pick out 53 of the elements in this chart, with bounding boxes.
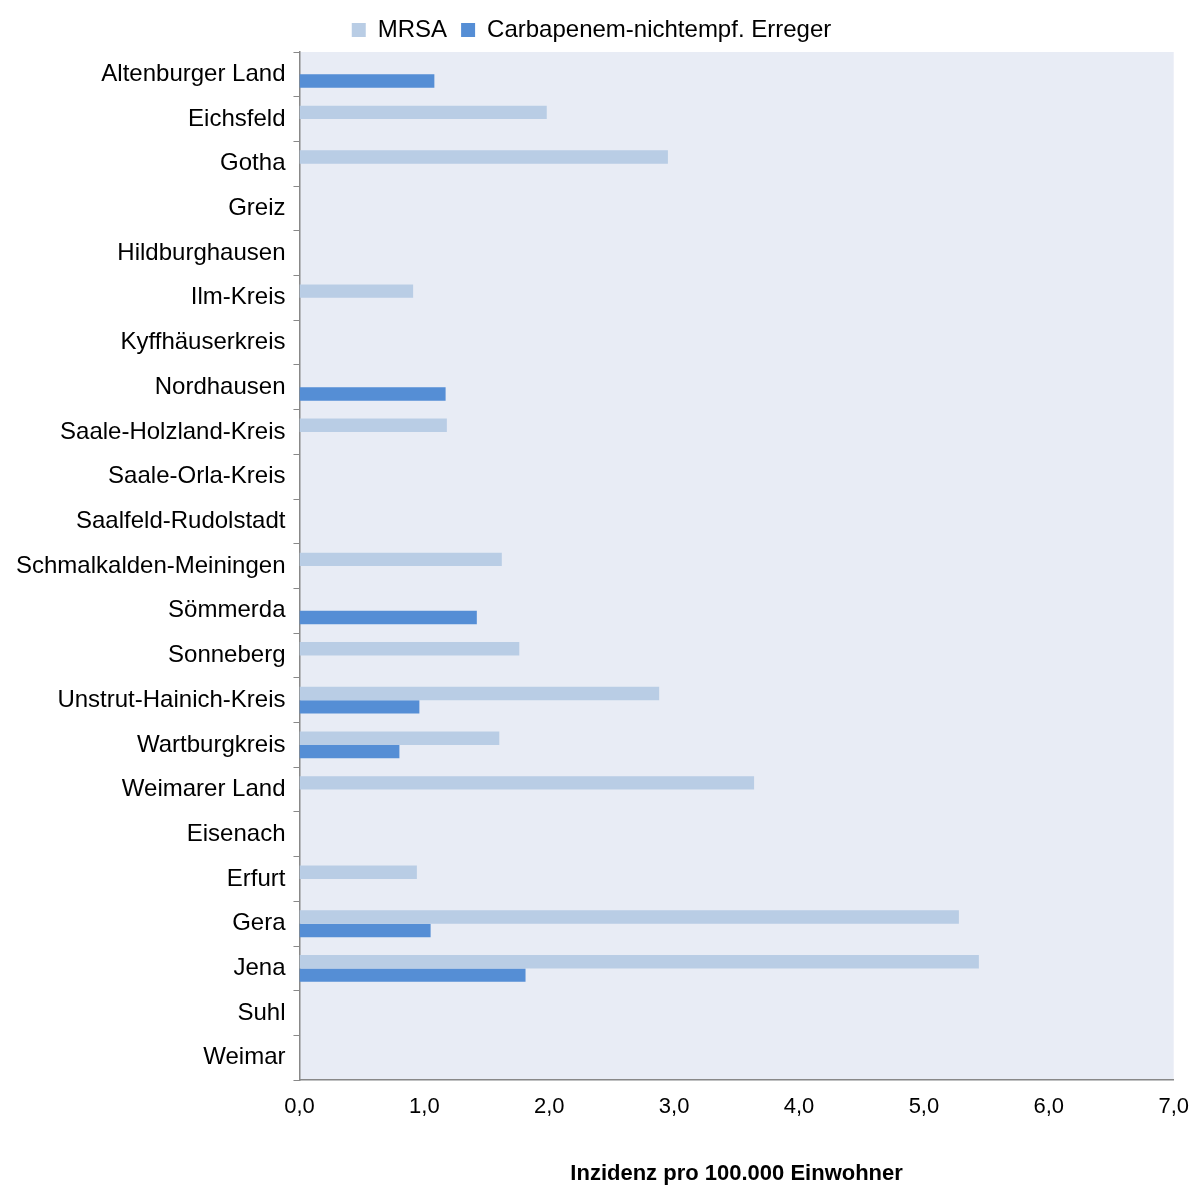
x-tick-label: 6,0	[1033, 1093, 1065, 1119]
x-tick-label: 5,0	[908, 1093, 940, 1119]
bar	[299, 744, 400, 759]
y-tick-label: Hildburghausen	[117, 237, 286, 265]
y-tick-label: Suhl	[237, 997, 286, 1025]
bar	[299, 865, 417, 880]
y-tick-label: Weimar	[203, 1042, 286, 1070]
bar	[299, 552, 502, 567]
bar	[299, 700, 420, 714]
y-tick-label: Unstrut-Hainich-Kreis	[57, 684, 286, 712]
y-tick-label: Saale-Holzland-Kreis	[60, 416, 286, 444]
y-tick-label: Altenburger Land	[101, 58, 286, 86]
y-tick-label: Weimarer Land	[121, 774, 286, 802]
bar	[299, 387, 446, 401]
bar	[299, 284, 414, 298]
bar	[299, 923, 431, 938]
y-tick-label: Wartburgkreis	[137, 729, 286, 757]
y-tick-label: Erfurt	[226, 863, 286, 891]
bar	[299, 686, 660, 701]
y-tick-label: Eisenach	[186, 818, 286, 846]
y-tick-label: Saale-Orla-Kreis	[108, 461, 286, 489]
x-tick-label: 4,0	[783, 1093, 815, 1119]
x-axis-title: Inzidenz pro 100.000 Einwohner	[570, 1159, 904, 1185]
bar	[299, 910, 959, 924]
bar	[299, 731, 500, 745]
bar	[299, 955, 979, 969]
legend-label: MRSA	[377, 14, 448, 42]
y-tick-label: Gera	[232, 908, 287, 936]
y-tick-label: Gotha	[220, 148, 287, 176]
y-tick-label: Eichsfeld	[188, 103, 286, 131]
bar	[299, 150, 668, 164]
bar	[299, 105, 547, 120]
x-tick-label: 0,0	[284, 1093, 315, 1119]
y-tick-label: Saalfeld-Rudolstadt	[76, 506, 286, 534]
bar	[299, 968, 526, 982]
bar	[299, 776, 755, 790]
x-tick-label: 7,0	[1158, 1093, 1190, 1119]
bar	[299, 642, 520, 656]
x-tick-label: 2,0	[533, 1093, 565, 1119]
x-tick-label: 3,0	[658, 1093, 690, 1119]
y-tick-label: Sonneberg	[168, 640, 286, 668]
bar	[299, 610, 477, 625]
bar	[299, 74, 435, 88]
bar	[299, 418, 447, 432]
y-tick-label: Sömmerda	[168, 595, 287, 623]
y-tick-label: Ilm-Kreis	[190, 282, 286, 310]
legend-label: Carbapenem-nichtempf. Erreger	[487, 14, 832, 42]
y-tick-label: Greiz	[228, 193, 286, 221]
y-tick-label: Nordhausen	[154, 371, 286, 399]
y-tick-label: Jena	[233, 953, 287, 981]
x-tick-label: 1,0	[409, 1093, 440, 1119]
y-tick-label: Schmalkalden-Meiningen	[16, 550, 286, 578]
y-tick-label: Kyffhäuserkreis	[120, 327, 286, 355]
